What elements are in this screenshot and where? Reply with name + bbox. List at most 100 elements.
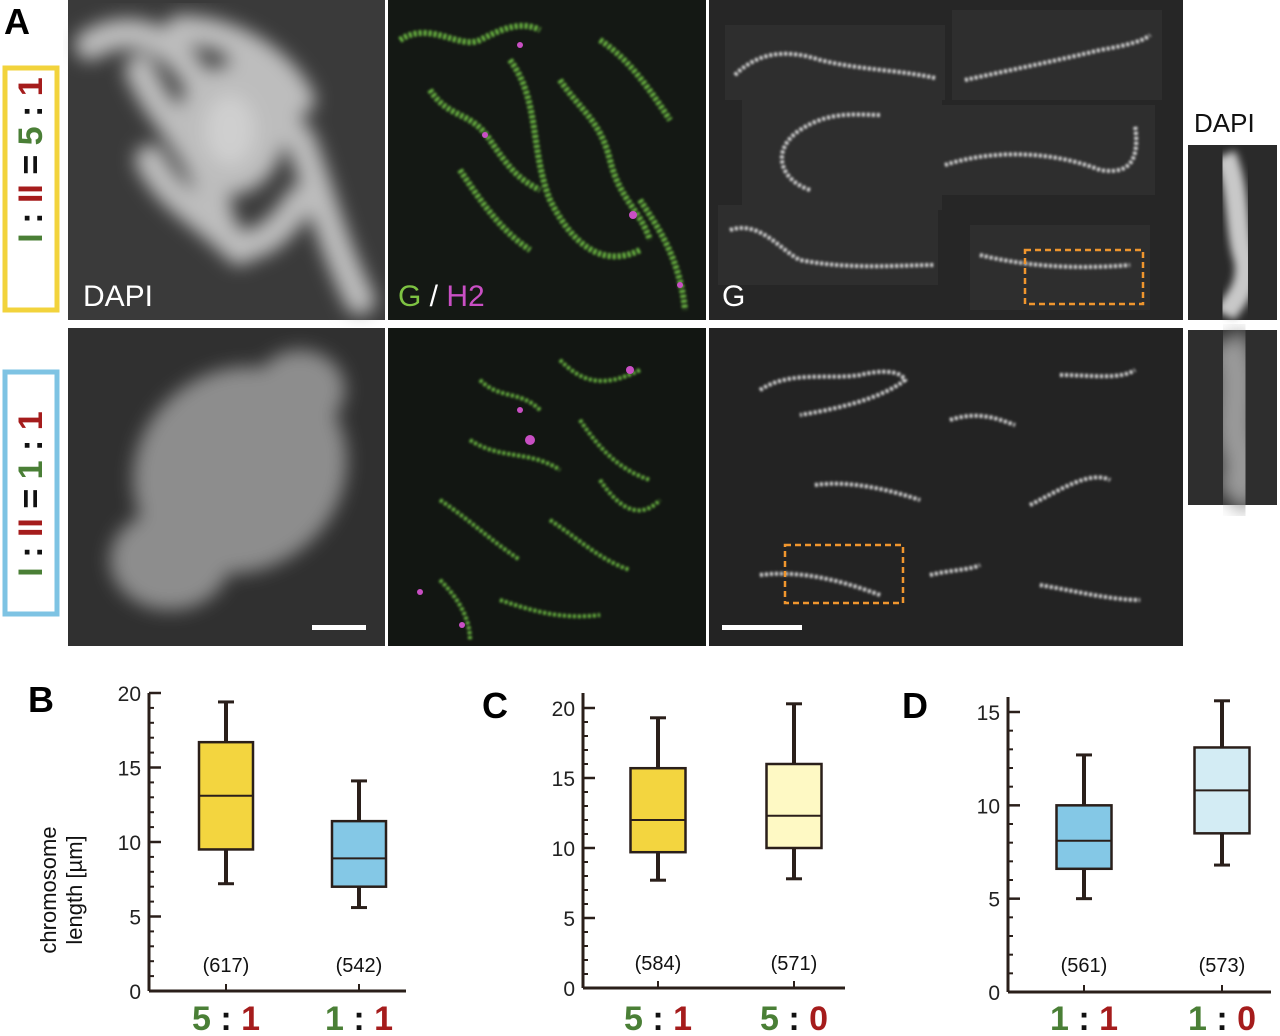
category-part: 0: [809, 1000, 828, 1036]
y-tick-label: 10: [118, 832, 141, 855]
category-part: 1: [325, 1000, 344, 1036]
y-axis-label-line1: chromosome: [36, 826, 61, 953]
g-h2-image-top: [388, 0, 706, 320]
y-tick-label: 5: [563, 908, 575, 931]
box-0: (561) 1 : 1: [1050, 753, 1118, 1036]
category-part: :: [1207, 1000, 1237, 1036]
sample-count-label: (617): [203, 955, 250, 977]
panel-label-a: A: [4, 1, 30, 42]
g-h2-image-bottom: [388, 328, 706, 646]
dapi-chromatin-bottom: [110, 350, 347, 610]
label-g: G: [398, 280, 421, 313]
box-iqr: [629, 766, 687, 854]
ratio-frame: [2, 369, 60, 617]
box-iqr: [1055, 804, 1113, 871]
category-label: 5 : 0: [760, 1000, 828, 1036]
box-iqr: [330, 819, 388, 888]
ratio-part: 1: [12, 77, 50, 96]
sample-count-label: (561): [1061, 955, 1108, 977]
box-0: (617) 5 : 1: [192, 700, 260, 1036]
label-dapi-inset: DAPI: [1194, 108, 1255, 138]
category-part: 1: [673, 1000, 692, 1036]
box-0: (584) 5 : 1: [624, 716, 692, 1036]
category-part: :: [643, 1000, 673, 1036]
sample-count-label: (542): [336, 955, 383, 977]
y-tick-label: 5: [988, 889, 1000, 912]
ratio-part: 1: [12, 411, 50, 430]
category-part: 0: [1237, 1000, 1256, 1036]
category-part: 1: [241, 1000, 260, 1036]
panel-label-d: D: [902, 685, 928, 726]
y-tick-label: 15: [977, 702, 1000, 725]
category-part: :: [344, 1000, 374, 1036]
box-1: (542) 1 : 1: [325, 779, 393, 1036]
g-gallery-bottom: [709, 328, 1183, 646]
ratio-part: :: [12, 537, 50, 567]
category-part: 1: [374, 1000, 393, 1036]
sample-count-label: (584): [635, 953, 682, 975]
dashed-inset-box-top: [1023, 248, 1145, 306]
ratio-part: :: [12, 96, 50, 126]
box-iqr: [765, 762, 823, 850]
category-part: :: [211, 1000, 241, 1036]
gallery-tiles-top: [718, 10, 1162, 310]
box-1: (573) 1 : 0: [1188, 699, 1256, 1036]
image-row-5-1: DAPI G / H2 G: [68, 0, 1277, 321]
ratio-part: II: [12, 518, 50, 537]
ratio-part: =: [12, 145, 50, 184]
g-chromosomes-gallery-top: [729, 33, 1152, 269]
label-dapi: DAPI: [83, 280, 153, 313]
category-part: :: [1069, 1000, 1099, 1036]
category-part: 5: [192, 1000, 211, 1036]
label-g-gallery: G: [722, 280, 745, 313]
category-part: 1: [1050, 1000, 1069, 1036]
ratio-part: :: [12, 430, 50, 460]
category-part: :: [779, 1000, 809, 1036]
sample-count-label: (571): [771, 953, 818, 975]
y-tick-label: 15: [552, 768, 575, 791]
y-tick-label: 10: [977, 795, 1000, 818]
label-h2: H2: [446, 280, 484, 313]
label-g-h2: G / H2: [398, 280, 485, 313]
y-tick-label: 15: [118, 758, 141, 781]
y-tick-label: 5: [129, 907, 141, 930]
ratio-label: I : II = 1 : 1: [12, 411, 50, 576]
category-part: 1: [1099, 1000, 1118, 1036]
y-tick-label: 10: [552, 838, 575, 861]
category-part: 5: [624, 1000, 643, 1036]
ratio-frame: [2, 65, 60, 313]
ratio-part: I: [12, 567, 50, 576]
category-label: 5 : 1: [192, 1000, 260, 1036]
ratio-part: II: [12, 184, 50, 203]
dapi-inset-chromosome-top: [1214, 150, 1257, 321]
y-axis-label-line2: length [µm]: [62, 835, 87, 944]
category-label: 5 : 1: [624, 1000, 692, 1036]
ratio-label: I : II = 5 : 1: [12, 77, 50, 242]
dashed-inset-box-bottom: [783, 543, 905, 605]
image-row-1-1: [68, 328, 1277, 646]
y-tick-label: 20: [552, 698, 575, 721]
g-chromosomes-gallery-bottom: [758, 368, 1141, 602]
g-chromosomes-bottom: [438, 358, 662, 641]
h2-foci-bottom: [417, 366, 634, 628]
dapi-inset-chromosome-bottom: [1207, 329, 1264, 515]
y-axis-label: chromosome length [µm]: [36, 826, 87, 953]
ratio-part: =: [12, 479, 50, 518]
label-slash: /: [421, 280, 446, 313]
sample-count-label: (573): [1199, 955, 1246, 977]
ratio-part: I: [12, 233, 50, 242]
y-tick-label: 0: [563, 978, 575, 1001]
scale-bar-gallery: [722, 625, 802, 630]
category-label: 1 : 0: [1188, 1000, 1256, 1036]
y-tick-label: 0: [129, 981, 141, 1004]
ratio-part: 1: [12, 460, 50, 479]
panel-label-b: B: [28, 679, 54, 720]
box-1: (571) 5 : 0: [760, 702, 828, 1036]
category-part: 5: [760, 1000, 779, 1036]
panel-label-c: C: [482, 685, 508, 726]
ratio-part: 5: [12, 126, 50, 145]
category-part: 1: [1188, 1000, 1207, 1036]
